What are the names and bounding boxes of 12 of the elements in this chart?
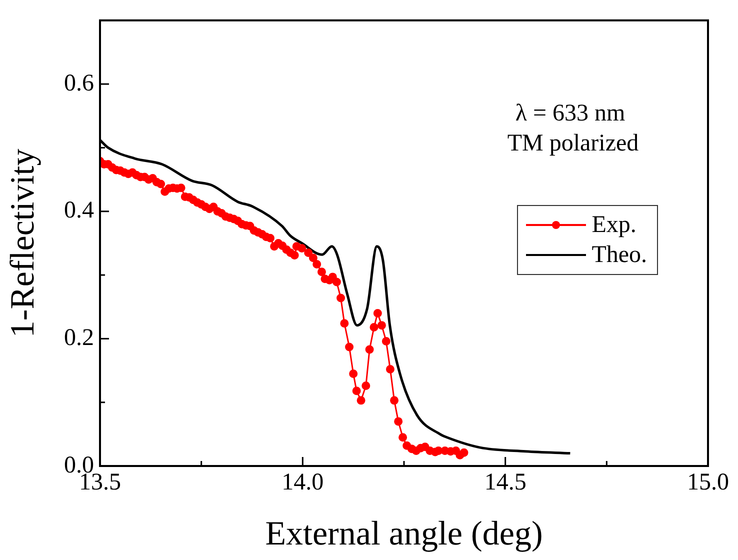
annotation: TM polarized [507, 130, 639, 156]
legend-label: Exp. [592, 211, 636, 240]
y-axis-title: 1-Reflectivity [4, 148, 42, 338]
y-tick-label: 0.6 [64, 70, 94, 96]
x-tick-label: 15.0 [687, 470, 729, 496]
annotation: λ = 633 nm [515, 100, 626, 126]
y-tick-label: 0.4 [64, 198, 94, 224]
x-axis-title: External angle (deg) [265, 516, 543, 553]
x-tick-label: 14.0 [282, 470, 324, 496]
x-tick-label: 14.5 [484, 470, 526, 496]
y-tick-label: 0.2 [64, 324, 94, 351]
legend-label: Theo. [592, 241, 647, 270]
